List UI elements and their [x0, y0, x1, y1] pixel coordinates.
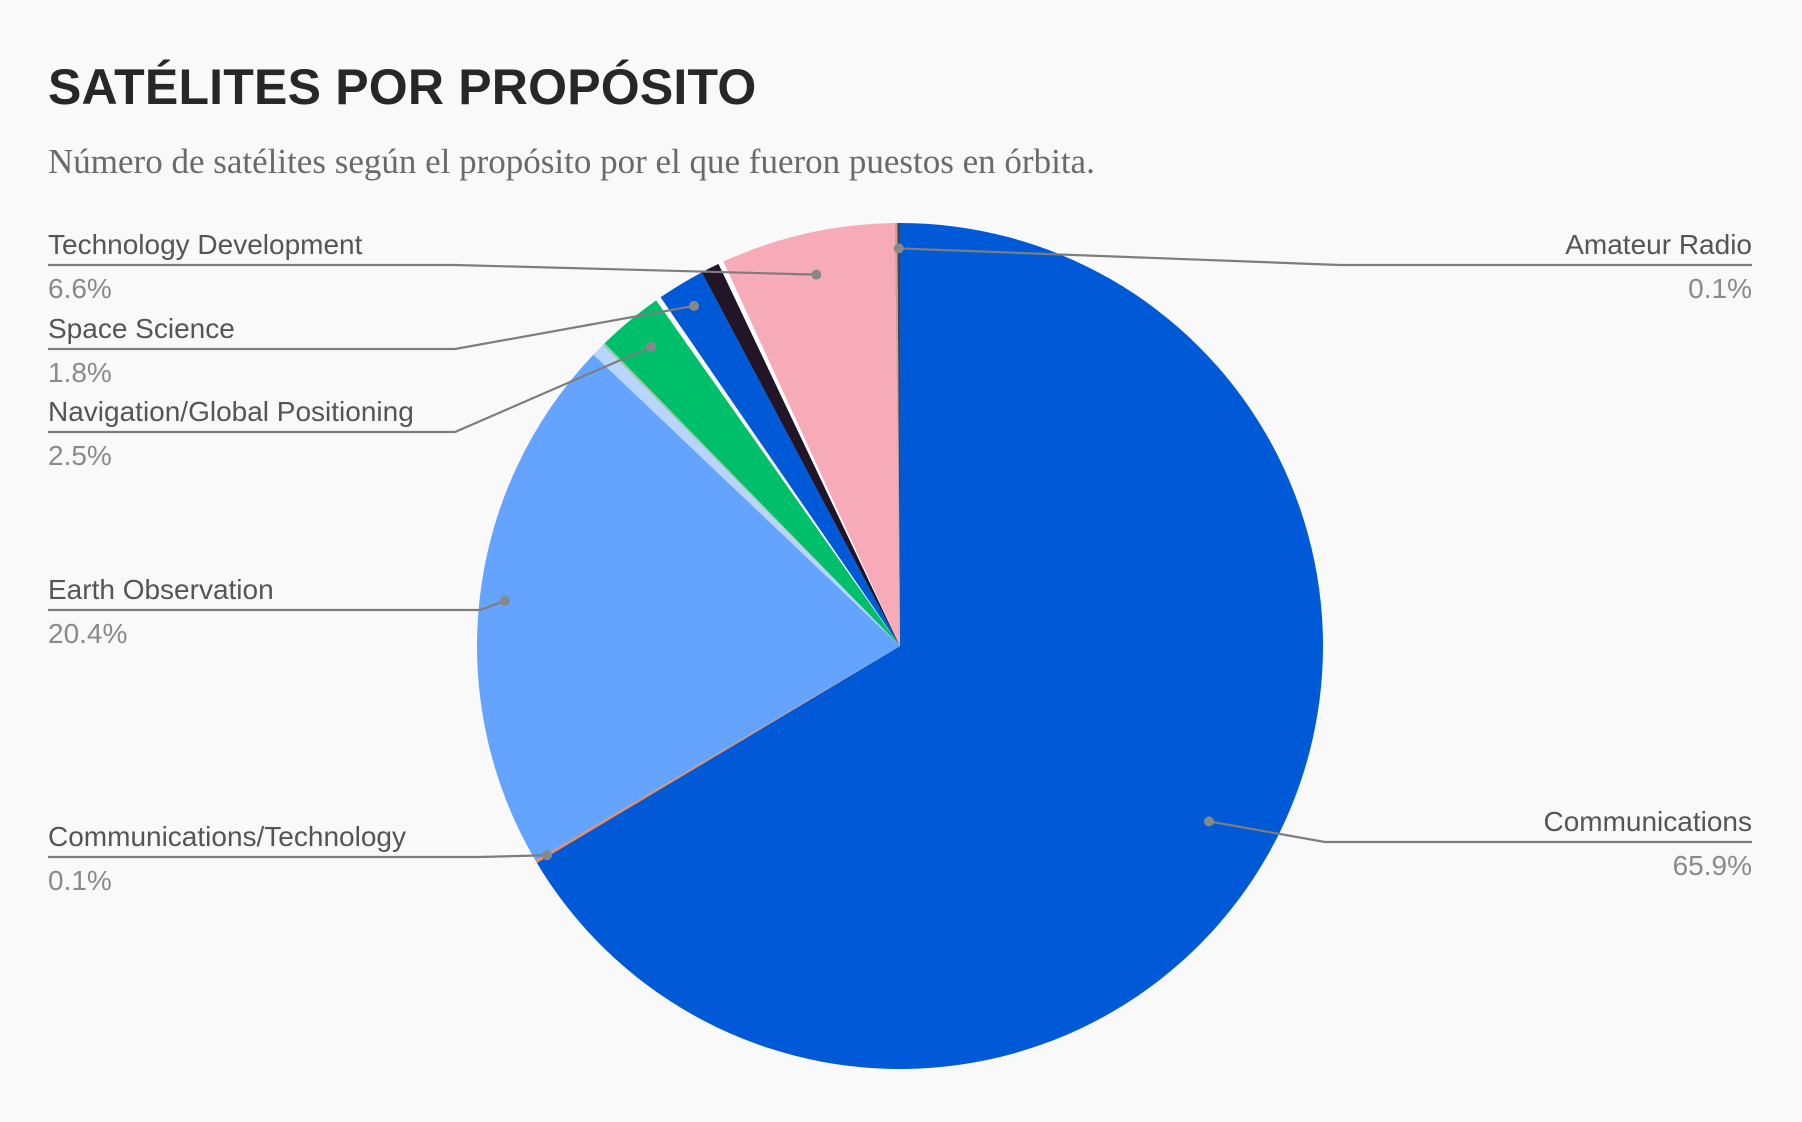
leader-line [48, 854, 548, 859]
leader-dot [499, 595, 510, 606]
leader-dot [1204, 816, 1215, 827]
slice-label: Communications [1543, 806, 1752, 837]
slice-value-label: 65.9% [1673, 850, 1752, 881]
pie-slice-unlabeled-3 [593, 345, 900, 646]
slice-callout-technology-development: Technology Development 6.6% [48, 229, 822, 304]
slice-value-label: 0.1% [1688, 273, 1752, 304]
pie-slice-communications [536, 223, 1323, 1070]
leader-dot [893, 243, 904, 254]
slice-label: Amateur Radio [1565, 229, 1752, 260]
leader-line [48, 304, 695, 351]
leader-line [1208, 820, 1752, 844]
leader-line [48, 263, 817, 276]
chart-subtitle: Número de satélites según el propósito p… [48, 142, 1095, 181]
slice-value-label: 20.4% [48, 618, 127, 649]
slice-callout-space-science: Space Science 1.8% [48, 300, 699, 388]
slice-callout-navigation-global-positioning: Navigation/Global Positioning 2.5% [48, 341, 657, 471]
slice-label: Technology Development [48, 229, 363, 260]
pie-slice-technology-development [723, 223, 900, 646]
leader-dot [811, 269, 822, 280]
leader-dot [542, 850, 553, 861]
pie-slice-earth-observation [477, 354, 900, 861]
pie-slice-unlabeled-4 [602, 343, 900, 646]
slice-label: Earth Observation [48, 574, 274, 605]
leader-line [48, 345, 652, 434]
pie-slice-unlabeled-8 [701, 263, 900, 646]
slice-label: Communications/Technology [48, 821, 406, 852]
pie-slices [477, 223, 1323, 1070]
slice-value-label: 6.6% [48, 273, 112, 304]
leader-line [898, 247, 1752, 267]
pie-slice-amateur-radio [897, 223, 900, 646]
pie-slice-communications-technology [535, 646, 900, 863]
slice-callout-communications: Communications 65.9% [1204, 806, 1752, 881]
slice-callout-amateur-radio: Amateur Radio 0.1% [893, 229, 1752, 304]
leader-dot [646, 341, 657, 352]
slice-callout-communications-technology: Communications/Technology 0.1% [48, 821, 553, 896]
pie-slice-unlabeled-6 [656, 297, 900, 646]
pie-slice-space-science [660, 272, 900, 646]
slice-label: Navigation/Global Positioning [48, 396, 414, 427]
pie-slice-navigation-global-positioning [604, 300, 900, 646]
chart-title: SATÉLITES POR PROPÓSITO [48, 59, 757, 115]
pie-labels: Communications 65.9% Communications/Techno… [48, 229, 1752, 896]
slice-callout-earth-observation: Earth Observation 20.4% [48, 574, 510, 649]
pie-slice-unlabeled-11 [894, 223, 900, 646]
leader-dot [688, 300, 699, 311]
pie-slice-unlabeled-9 [718, 261, 900, 646]
slice-value-label: 1.8% [48, 357, 112, 388]
slice-value-label: 2.5% [48, 440, 112, 471]
leader-line [48, 599, 506, 612]
slice-label: Space Science [48, 313, 235, 344]
slice-value-label: 0.1% [48, 865, 112, 896]
